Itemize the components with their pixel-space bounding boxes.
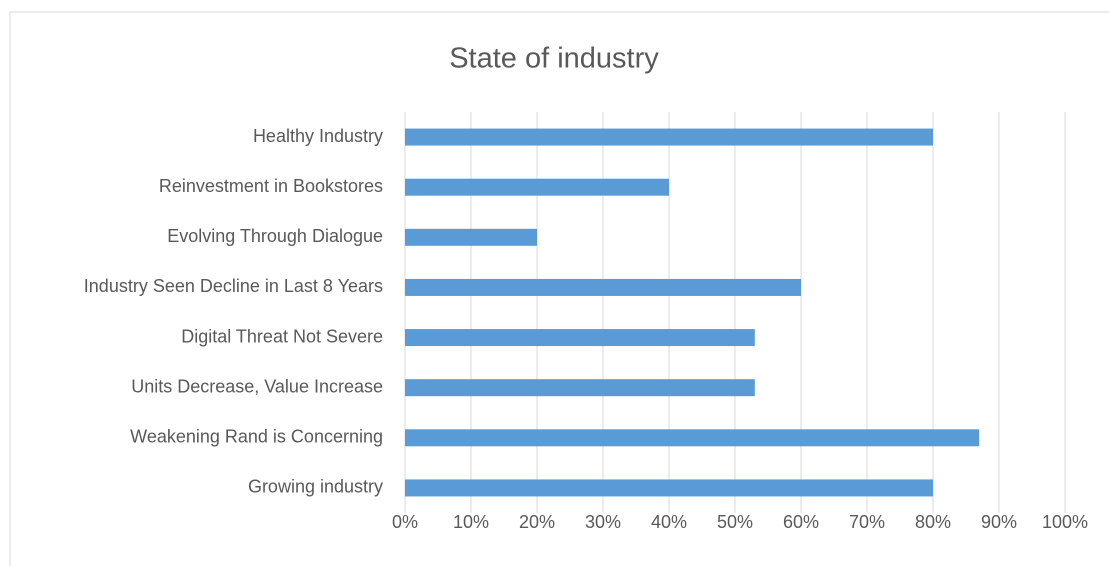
x-tick-label: 50% [717, 512, 753, 532]
x-tick-label: 30% [585, 512, 621, 532]
chart-title: State of industry [449, 43, 659, 75]
x-tick-label: 20% [519, 512, 555, 532]
y-tick-label: Units Decrease, Value Increase [131, 376, 383, 396]
bar [405, 178, 669, 196]
chart-border [9, 11, 1109, 566]
x-tick-label: 100% [1042, 512, 1088, 532]
bar [405, 278, 801, 296]
bar [405, 479, 933, 497]
bar [405, 329, 755, 347]
x-tick-label: 60% [783, 512, 819, 532]
x-tick-label: 0% [392, 512, 418, 532]
y-tick-label: Industry Seen Decline in Last 8 Years [84, 276, 383, 296]
y-tick-label: Growing industry [248, 477, 383, 497]
bar [405, 128, 933, 146]
y-tick-label: Reinvestment in Bookstores [159, 176, 383, 196]
y-tick-label: Weakening Rand is Concerning [130, 427, 383, 447]
x-tick-label: 10% [453, 512, 489, 532]
x-tick-label: 90% [981, 512, 1017, 532]
x-tick-label: 80% [915, 512, 951, 532]
x-tick-label: 40% [651, 512, 687, 532]
y-tick-label: Healthy Industry [253, 126, 383, 146]
bar [405, 429, 980, 447]
y-tick-label: Evolving Through Dialogue [167, 226, 383, 246]
x-tick-label: 70% [849, 512, 885, 532]
bar [405, 228, 537, 246]
bar [405, 379, 755, 397]
y-tick-label: Digital Threat Not Severe [181, 326, 383, 346]
